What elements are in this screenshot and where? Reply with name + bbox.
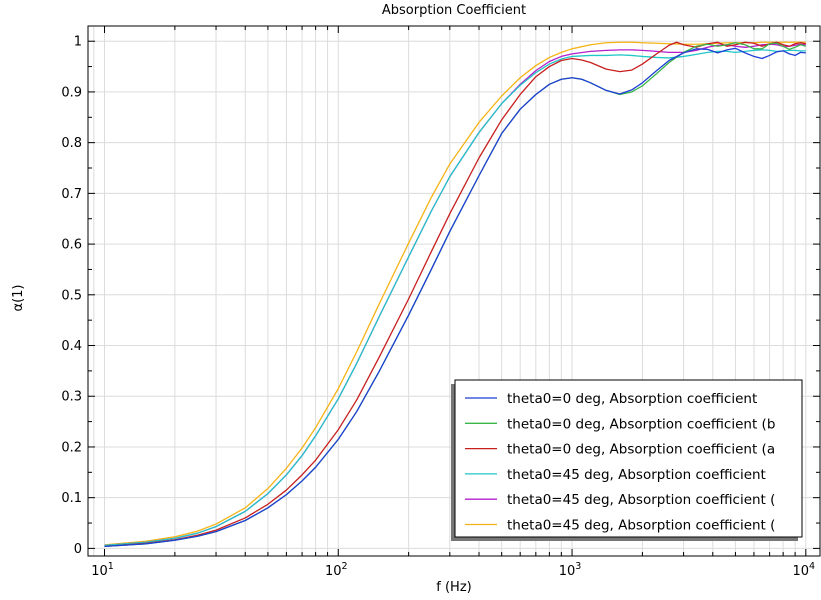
- tick-labels: 101 102 103 104 0 0.1 0.2 0.3 0.4 0.5 0.6 0.7 0.8 0.9…: [61, 35, 815, 579]
- legend-label: theta0=45 deg, Absorption coefficient (: [507, 492, 775, 508]
- legend-entries: theta0=0 deg, Absorption coefficient thet…: [465, 391, 775, 534]
- x-tick-label: 103: [559, 561, 582, 579]
- legend: theta0=0 deg, Absorption coefficient thet…: [451, 379, 803, 541]
- y-tick-label: 0.3: [61, 390, 82, 405]
- legend-label: theta0=0 deg, Absorption coefficient: [507, 391, 757, 407]
- x-axis-label: f (Hz): [436, 580, 471, 595]
- axis-ticks: [88, 26, 820, 556]
- legend-items: theta0=0 deg, Absorption coefficient thet…: [465, 391, 775, 534]
- y-tick-label: 0.2: [61, 440, 82, 455]
- plot-frame: [87, 25, 821, 557]
- chart-title: Absorption Coefficient: [382, 3, 526, 18]
- legend-label: theta0=0 deg, Absorption coefficient (a: [507, 442, 775, 458]
- legend-label: theta0=0 deg, Absorption coefficient (b: [507, 416, 775, 432]
- y-axis-label: α(1): [11, 285, 26, 312]
- y-tick-label: 0.8: [61, 136, 82, 151]
- y-tick-label: 0: [74, 542, 82, 557]
- legend-box: [454, 379, 803, 538]
- y-tick-label: 0.9: [61, 85, 82, 100]
- series-line-1: [104, 47, 806, 548]
- y-tick-label: 0.6: [61, 238, 82, 253]
- series-line-6: [104, 41, 806, 546]
- series-layer: [104, 41, 806, 548]
- x-tick-label: 101: [91, 561, 114, 579]
- legend-label: theta0=45 deg, Absorption coefficient: [507, 467, 766, 483]
- y-tick-label: 0.7: [61, 187, 82, 202]
- y-tick-label: 0.5: [61, 288, 82, 303]
- legend-label: theta0=45 deg, Absorption coefficient (: [507, 518, 775, 534]
- x-tick-label: 102: [325, 561, 348, 579]
- y-tick-label: 1: [74, 35, 82, 50]
- x-tick-label: 104: [793, 561, 816, 579]
- y-tick-label: 0.4: [61, 339, 82, 354]
- series-line-4: [104, 49, 806, 546]
- y-tick-label: 0.1: [61, 491, 82, 506]
- series-line-3: [104, 41, 806, 548]
